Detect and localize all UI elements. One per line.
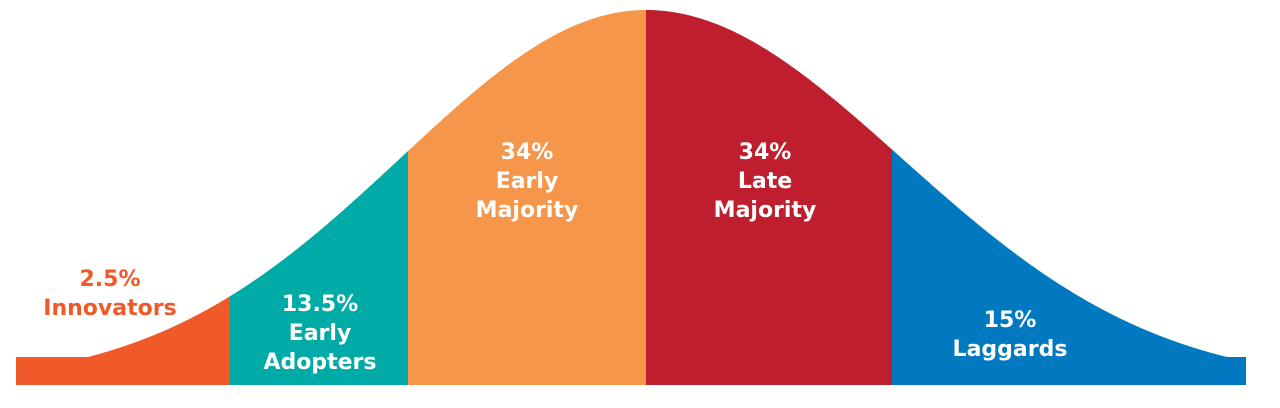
- curve-segment: [408, 10, 646, 385]
- segment-label: Majority: [476, 198, 579, 223]
- segment-percent: 2.5%: [79, 267, 140, 292]
- curve-segment: [16, 296, 230, 385]
- segment-percent: 13.5%: [282, 292, 358, 317]
- segment-percent: 34%: [739, 140, 792, 165]
- segment-label: Majority: [714, 198, 817, 223]
- segment-label: Laggards: [953, 337, 1068, 362]
- curve-segment: [230, 151, 408, 385]
- curve-segment: [646, 10, 892, 385]
- segment-label: Adopters: [263, 350, 376, 375]
- segment-label: Late: [738, 169, 792, 194]
- segment-label: Innovators: [43, 296, 176, 321]
- segment-label: Early: [496, 169, 559, 194]
- curve-segment: [892, 149, 1246, 385]
- segment-percent: 15%: [984, 308, 1037, 333]
- segment-percent: 34%: [501, 140, 554, 165]
- segment-label: Early: [289, 321, 352, 346]
